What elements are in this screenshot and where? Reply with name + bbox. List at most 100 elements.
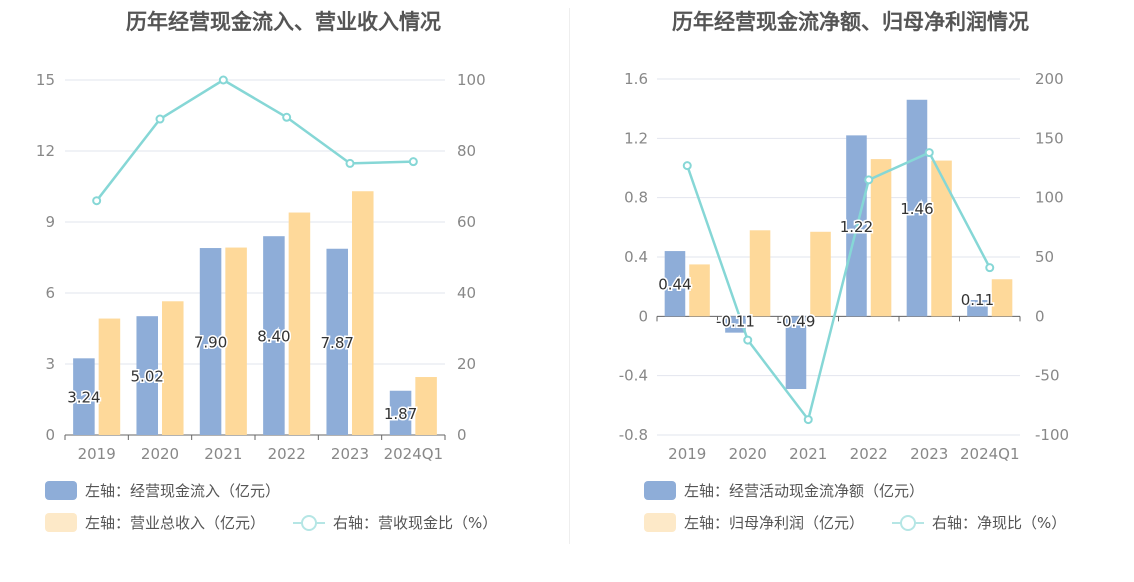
legend-label: 左轴：营业总收入（亿元） xyxy=(85,514,266,532)
y-right-tick-label: 20 xyxy=(457,355,476,373)
y-right-tick-label: 0 xyxy=(1035,307,1045,325)
legend-item-bar1[interactable]: 左轴：经营活动现金流净额（亿元） xyxy=(644,480,924,501)
line-point xyxy=(408,157,418,167)
line-point xyxy=(985,263,995,273)
data-label: 0.11 xyxy=(961,291,994,309)
line-point xyxy=(282,112,292,122)
bar xyxy=(931,160,952,317)
y-left-tick-label: 1.2 xyxy=(624,129,648,147)
series-line xyxy=(95,78,414,202)
y-left-tick-label: 6 xyxy=(45,284,55,302)
legend-label: 右轴：净现比（%） xyxy=(932,514,1067,532)
left-chart-plot: 0 3 6 9 12 15 0 20 40 60 80 100 2019 2020 2021 2022 2023… xyxy=(36,71,486,463)
line-point xyxy=(218,75,228,85)
data-label: 3.24 xyxy=(67,389,100,407)
bar xyxy=(389,390,412,435)
y-left-tick-label: 15 xyxy=(36,71,55,89)
x-tick-label: 2020 xyxy=(729,445,767,463)
data-label: 8.40 xyxy=(257,328,290,346)
data-label: 7.90 xyxy=(194,334,227,352)
legend-line-swatch xyxy=(293,513,325,532)
legend-item-bar1[interactable]: 左轴：经营现金流入（亿元） xyxy=(45,480,280,501)
x-tick-label: 2019 xyxy=(78,445,116,463)
legend-item-line[interactable]: 右轴：营收现金比（%） xyxy=(293,512,497,533)
legend-label: 右轴：营收现金比（%） xyxy=(333,514,498,532)
y-left-tick-label: 9 xyxy=(45,213,55,231)
x-tick-label: 2024Q1 xyxy=(384,445,444,463)
bar xyxy=(326,248,348,435)
bar xyxy=(689,264,710,317)
x-tick-label: 2023 xyxy=(331,445,369,463)
data-label: 1.46 xyxy=(900,200,933,218)
x-tick-label: 2023 xyxy=(910,445,948,463)
legend-swatch xyxy=(45,481,77,500)
right-chart-plot: -0.8 -0.4 0 0.4 0.8 1.2 1.6 -100 -50 0 50 100 150 200… xyxy=(619,70,1069,463)
bar xyxy=(288,212,311,435)
chart-title: 历年经营现金流净额、归母净利润情况 xyxy=(672,10,1029,34)
x-tick-label: 2021 xyxy=(789,445,827,463)
y-right-tick-label: 50 xyxy=(1035,248,1054,266)
line-point xyxy=(743,335,753,345)
legend-item-bar2[interactable]: 左轴：营业总收入（亿元） xyxy=(45,512,265,533)
y-left-tick-label: 0 xyxy=(638,307,648,325)
bar xyxy=(263,236,285,435)
bar xyxy=(749,230,771,317)
chart-title: 历年经营现金流入、营业收入情况 xyxy=(126,10,441,34)
bar xyxy=(352,191,374,435)
line-point xyxy=(864,175,874,185)
y-right-tick-label: 60 xyxy=(457,213,476,231)
line-point xyxy=(803,415,813,425)
y-right-tick-label: 0 xyxy=(457,426,467,444)
bar xyxy=(991,279,1013,317)
line-point xyxy=(345,158,355,168)
y-left-tick-label: 3 xyxy=(45,355,55,373)
line-point xyxy=(682,161,692,171)
y-right-tick-label: 80 xyxy=(457,142,476,160)
line-point xyxy=(924,148,934,158)
bar xyxy=(225,247,247,435)
legend-swatch xyxy=(45,513,77,532)
y-left-tick-label: 1.6 xyxy=(624,70,648,88)
left-chart-panel: 历年经营现金流入、营业收入情况 0 3 6 9 12 15 0 20 40 60 80 100 2019… xyxy=(36,10,497,533)
bar xyxy=(415,377,437,435)
bar xyxy=(199,248,222,435)
y-left-tick-label: -0.4 xyxy=(619,367,648,385)
x-tick-label: 2020 xyxy=(141,445,179,463)
bar xyxy=(810,231,831,317)
y-right-tick-label: -50 xyxy=(1035,367,1060,385)
x-tick-label: 2024Q1 xyxy=(960,445,1020,463)
legend-item-line[interactable]: 右轴：净现比（%） xyxy=(892,512,1066,533)
data-label: 1.87 xyxy=(384,405,417,423)
data-label: 0.44 xyxy=(658,276,691,294)
x-tick-label: 2022 xyxy=(268,445,306,463)
y-left-tick-label: 0 xyxy=(45,426,55,444)
data-label: 7.87 xyxy=(321,334,354,352)
legend-label: 左轴：经营现金流入（亿元） xyxy=(85,482,281,500)
data-label: 5.02 xyxy=(131,368,164,386)
line-point xyxy=(92,196,102,206)
right-chart-panel: 历年经营现金流净额、归母净利润情况 -0.8 -0.4 0 0.4 0.8 1.2 1.6-… xyxy=(567,0,1134,582)
data-label: -0.49 xyxy=(777,312,816,330)
legend-swatch xyxy=(644,481,676,500)
bar xyxy=(870,159,892,317)
bar xyxy=(906,99,928,317)
y-left-tick-label: -0.8 xyxy=(619,426,648,444)
bar xyxy=(967,300,988,317)
y-right-tick-label: 200 xyxy=(1035,70,1064,88)
x-tick-label: 2019 xyxy=(668,445,706,463)
legend-label: 左轴：经营活动现金流净额（亿元） xyxy=(684,482,925,500)
data-label: 1.22 xyxy=(840,218,873,236)
bar xyxy=(136,316,158,435)
bar xyxy=(664,251,686,317)
y-right-tick-label: 100 xyxy=(1035,189,1064,207)
y-right-tick-label: -100 xyxy=(1035,426,1069,444)
bar xyxy=(73,358,95,435)
panel-divider xyxy=(569,8,570,544)
data-label: -0.11 xyxy=(716,312,755,330)
legend-item-bar2[interactable]: 左轴：归母净利润（亿元） xyxy=(644,512,864,533)
x-tick-label: 2021 xyxy=(204,445,242,463)
legend-swatch xyxy=(644,513,676,532)
line-point xyxy=(155,114,165,124)
y-left-tick-label: 12 xyxy=(36,142,55,160)
series-line xyxy=(686,150,991,423)
